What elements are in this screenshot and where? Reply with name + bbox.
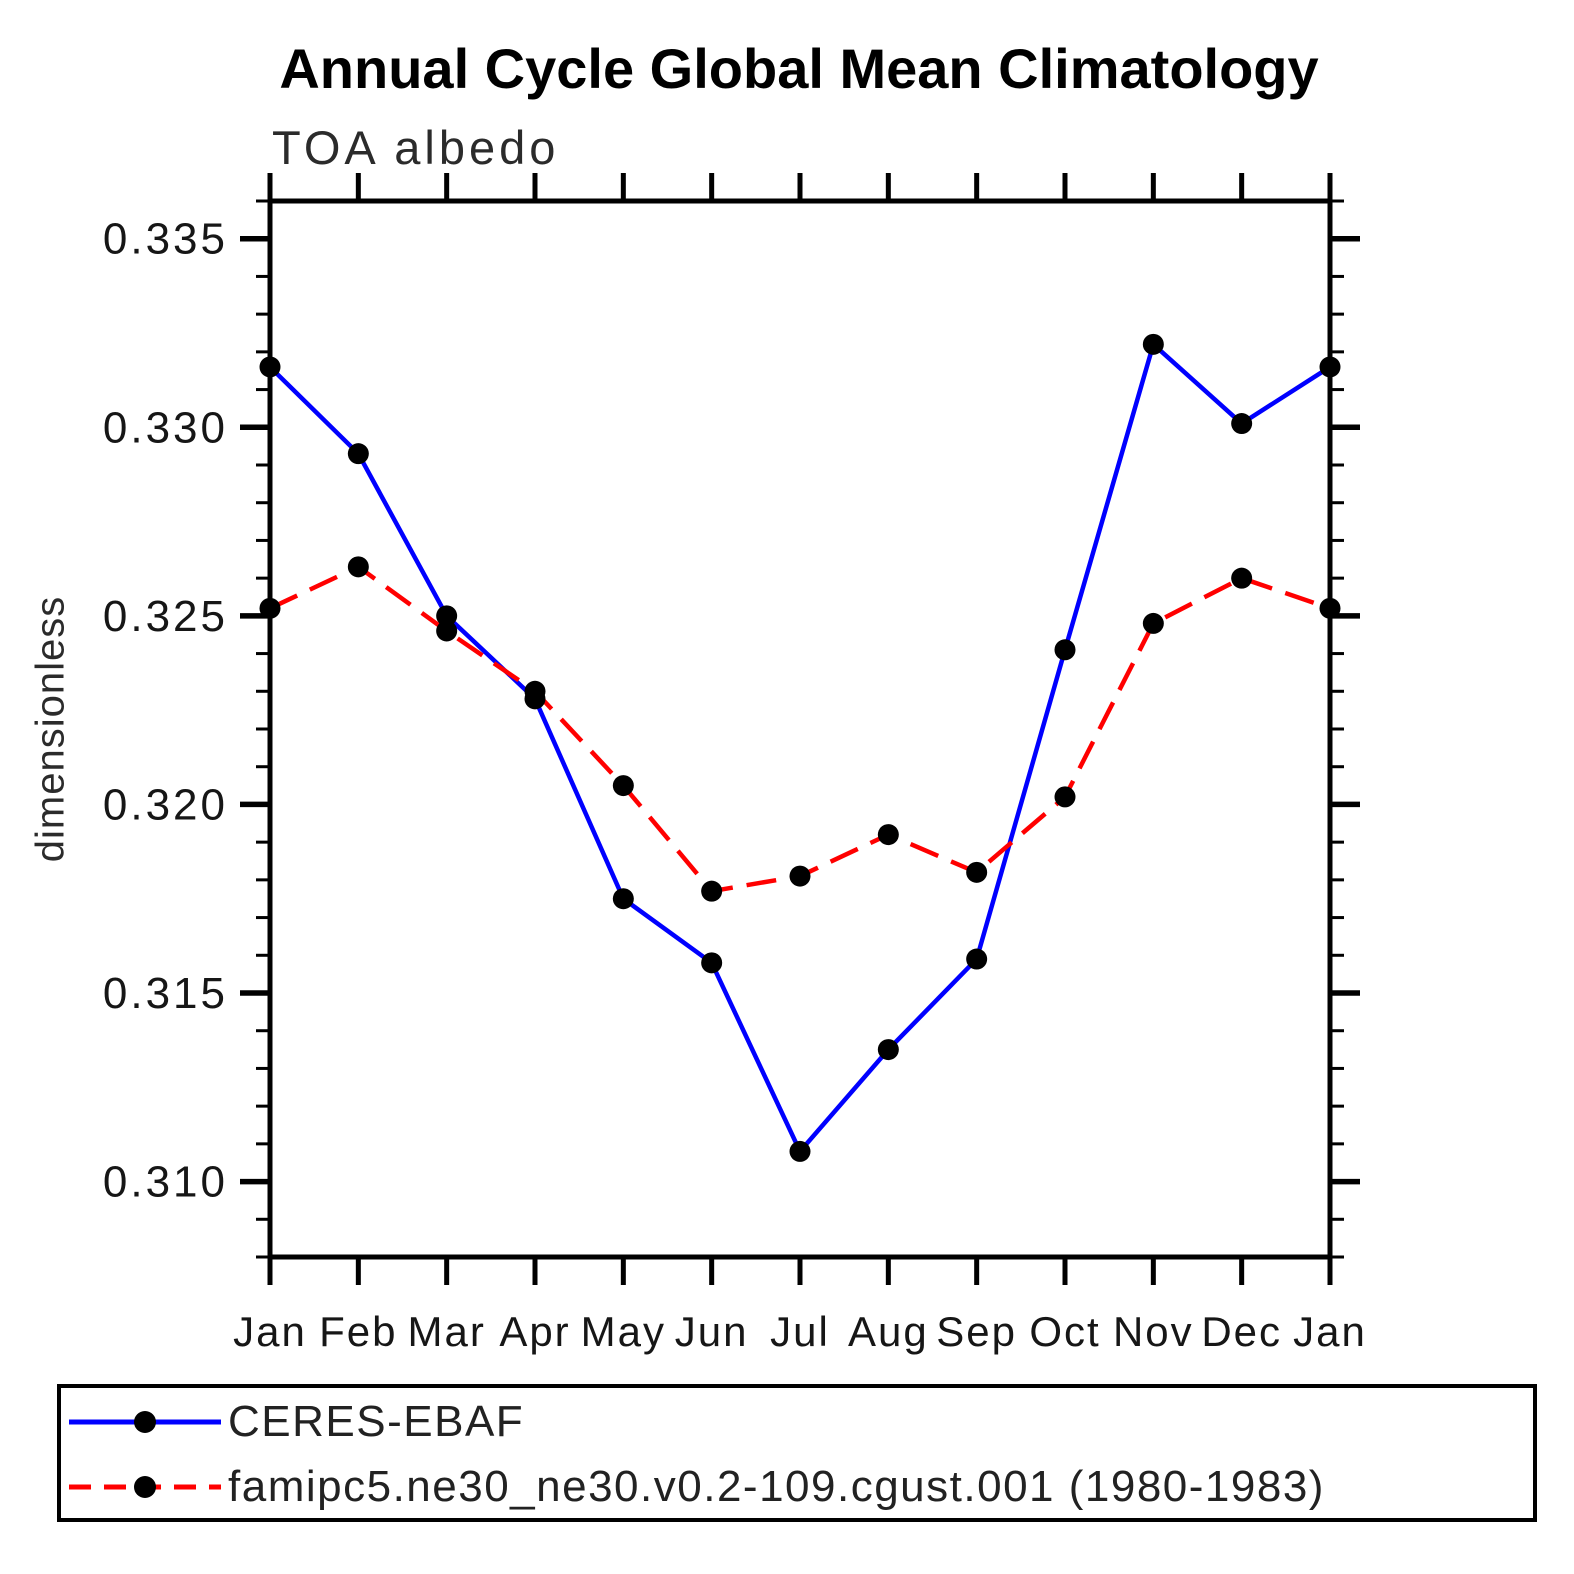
data-point-marker-model [524,680,546,702]
x-tick-label: Jan [1293,1308,1367,1355]
legend-box: CERES-EBAF famipc5.ne30_ne30.v0.2-109.cg… [57,1384,1537,1522]
data-point-marker-obs [701,952,723,974]
data-point-marker-obs [347,443,369,465]
data-point-marker-obs [436,605,458,627]
data-point-marker-model [966,861,988,883]
data-point-marker-model [1231,567,1253,589]
x-tick-label: Dec [1201,1308,1282,1355]
data-point-marker-model [877,824,899,846]
y-tick-label: 0.320 [103,780,228,829]
x-tick-label: Oct [1029,1308,1100,1355]
series-line-model [269,564,1331,894]
x-tick-label: Sep [936,1308,1017,1355]
data-point-marker-model [789,865,811,887]
series-line-obs [268,342,1332,1154]
data-point-marker-model [701,880,723,902]
data-point-marker-model [347,556,369,578]
x-tick-label: Jun [675,1308,749,1355]
legend-swatch-solid-line [69,1411,221,1433]
y-tick-label: 0.325 [103,592,228,641]
legend-label-model: famipc5.ne30_ne30.v0.2-109.cgust.001 (19… [228,1462,1325,1511]
chart-title: Annual Cycle Global Mean Climatology [279,37,1319,100]
x-tick-label: May [581,1308,666,1355]
y-tick-label: 0.335 [103,215,228,264]
data-point-marker-obs [1231,413,1253,435]
data-point-marker-obs [789,1140,811,1162]
data-point-marker-model [1319,597,1341,619]
data-point-marker-obs [1054,639,1076,661]
data-point-marker-model [1142,612,1164,634]
x-tick-label: Jul [770,1308,830,1355]
y-tick-label: 0.310 [103,1158,228,1207]
chart-subtitle: TOA albedo [272,121,560,174]
x-tick-label: Apr [499,1308,570,1355]
data-point-marker-model [259,597,281,619]
legend-entry-obs: CERES-EBAF [67,1394,524,1450]
x-tick-label: Feb [319,1308,397,1355]
data-point-marker-obs [1319,356,1341,378]
legend-label-obs: CERES-EBAF [228,1397,525,1446]
data-point-marker-obs [966,948,988,970]
data-point-marker-obs [259,356,281,378]
data-point-marker-obs [1142,333,1164,355]
data-point-marker-model [1054,786,1076,808]
data-point-marker-obs [612,888,634,910]
data-point-marker-model [612,775,634,797]
legend-marker-dot [134,1411,156,1433]
legend-marker-dot [134,1476,156,1498]
x-tick-label: Mar [407,1308,485,1355]
legend-entry-model: famipc5.ne30_ne30.v0.2-109.cgust.001 (19… [67,1459,1325,1515]
x-tick-label: Nov [1113,1308,1194,1355]
y-tick-label: 0.330 [103,403,228,452]
legend-swatch-dashed-line [69,1476,221,1498]
data-point-marker-obs [877,1039,899,1061]
x-tick-label: Aug [848,1308,929,1355]
x-tick-label: Jan [233,1308,307,1355]
data-point-marker-model [436,620,458,642]
y-tick-label: 0.315 [103,969,228,1018]
